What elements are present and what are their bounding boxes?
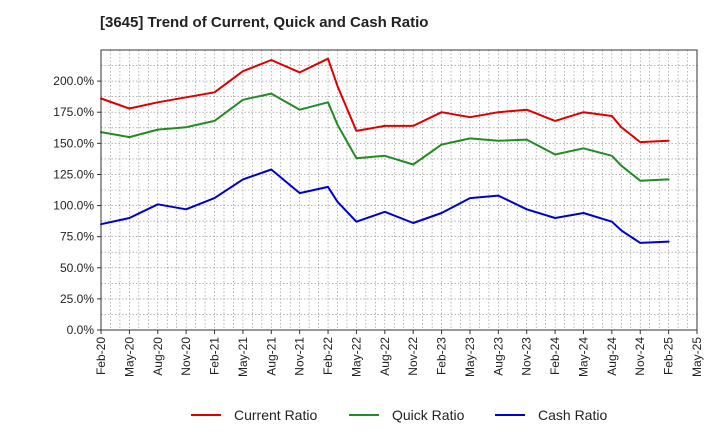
- plot-frame: [100, 49, 698, 331]
- x-tick-label: Nov-24: [633, 337, 647, 376]
- x-tick-label: Feb-24: [548, 337, 562, 375]
- x-tick-label: Nov-21: [293, 337, 307, 376]
- x-tick-label: Aug-23: [491, 337, 505, 376]
- legend: Current Ratio Quick Ratio Cash Ratio: [191, 407, 607, 423]
- x-axis: Feb-20 May-20 Aug-20 Nov-20 Feb-21 May-21 Aug-…: [94, 330, 704, 377]
- y-tick-label: 175.0%: [53, 105, 94, 119]
- y-tick-label: 50.0%: [60, 261, 94, 275]
- series-line-current-ratio: [100, 57, 670, 144]
- x-tick-label: Feb-25: [662, 337, 676, 375]
- x-tick-label: Feb-20: [94, 337, 108, 375]
- y-axis: 0.0% 25.0% 50.0% 75.0% 100.0% 125.0% 150.0% 175…: [53, 74, 101, 337]
- x-tick-label: Nov-20: [179, 337, 193, 376]
- x-tick-label: May-20: [122, 337, 136, 377]
- y-tick-label: 125.0%: [53, 167, 94, 181]
- legend-label-cash-ratio: Cash Ratio: [538, 407, 607, 423]
- y-tick-label: 25.0%: [60, 292, 94, 306]
- x-tick-label: May-21: [236, 337, 250, 377]
- series-line-cash-ratio: [100, 168, 670, 244]
- grid: [101, 50, 697, 330]
- y-tick-label: 75.0%: [60, 230, 94, 244]
- x-tick-label: Feb-22: [321, 337, 335, 375]
- x-tick-label: May-25: [690, 337, 704, 377]
- x-tick-label: Aug-20: [151, 337, 165, 376]
- series-lines: [100, 57, 670, 244]
- legend-label-current-ratio: Current Ratio: [234, 407, 317, 423]
- series-line-quick-ratio: [100, 92, 670, 182]
- x-tick-label: Aug-22: [378, 337, 392, 376]
- x-tick-label: May-23: [463, 337, 477, 377]
- legend-label-quick-ratio: Quick Ratio: [392, 407, 465, 423]
- y-tick-label: 150.0%: [53, 136, 94, 150]
- x-tick-label: May-24: [576, 337, 590, 377]
- x-tick-label: Aug-24: [605, 337, 619, 376]
- x-tick-label: Feb-23: [435, 337, 449, 375]
- x-tick-label: Feb-21: [208, 337, 222, 375]
- y-tick-label: 0.0%: [67, 323, 95, 337]
- x-tick-label: Nov-23: [520, 337, 534, 376]
- x-tick-label: Aug-21: [264, 337, 278, 376]
- x-tick-label: Nov-22: [406, 337, 420, 376]
- x-tick-label: May-22: [349, 337, 363, 377]
- y-tick-label: 100.0%: [53, 199, 94, 213]
- chart-title: [3645] Trend of Current, Quick and Cash …: [100, 14, 429, 31]
- y-tick-label: 200.0%: [53, 74, 94, 88]
